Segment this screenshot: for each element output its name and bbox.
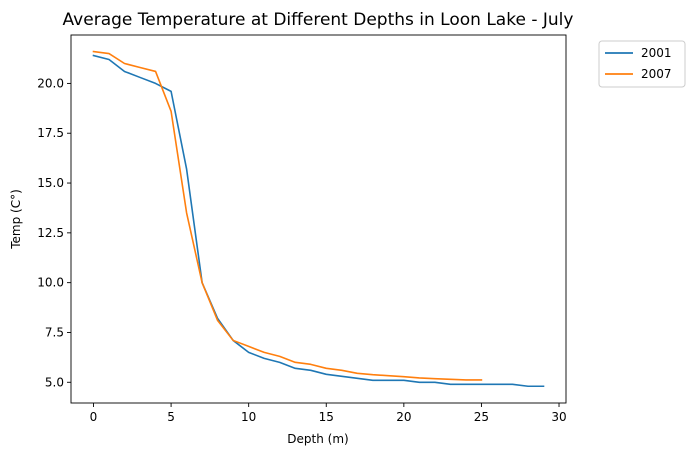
x-tick-label: 0 [90, 410, 98, 424]
plot-frame [70, 34, 567, 404]
x-tick-label: 30 [551, 410, 566, 424]
x-axis: 0 5 10 15 20 25 30 [90, 403, 567, 424]
y-tick-label: 10.0 [37, 276, 64, 290]
y-axis-label: Temp (C°) [9, 189, 23, 250]
y-tick-label: 20.0 [37, 76, 64, 90]
x-tick-label: 15 [319, 410, 334, 424]
y-axis: 5.0 7.5 10.0 12.5 15.0 17.5 20.0 [37, 76, 71, 389]
x-tick-label: 10 [241, 410, 256, 424]
y-tick-label: 12.5 [37, 226, 64, 240]
y-tick-label: 5.0 [45, 375, 64, 389]
x-axis-label: Depth (m) [287, 432, 348, 446]
y-tick-label: 7.5 [45, 325, 64, 339]
legend: 2001 2007 [598, 40, 686, 88]
x-tick-label: 20 [396, 410, 411, 424]
y-tick-label: 15.0 [37, 176, 64, 190]
legend-label-2001: 2001 [641, 46, 672, 60]
x-tick-label: 25 [474, 410, 489, 424]
chart-title: Average Temperature at Different Depths … [63, 10, 574, 30]
series-line-2007 [92, 50, 483, 381]
legend-label-2007: 2007 [641, 67, 672, 81]
series-line-2001 [92, 54, 545, 388]
x-tick-label: 5 [167, 410, 175, 424]
y-tick-label: 17.5 [37, 126, 64, 140]
plot-area [70, 34, 567, 404]
